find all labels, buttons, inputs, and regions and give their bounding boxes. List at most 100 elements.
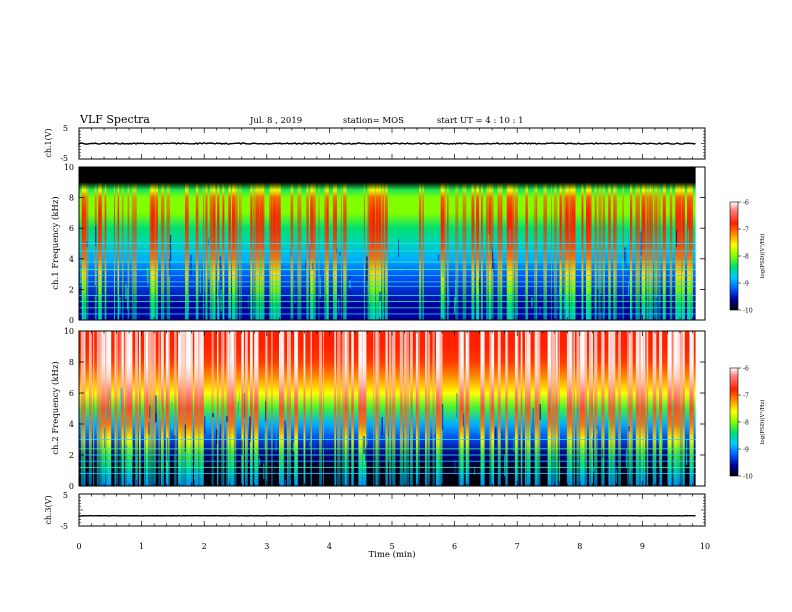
spectrogram-speckle [80, 269, 82, 284]
x-tick-label: 1 [139, 542, 144, 551]
spectrogram-speckle [404, 455, 406, 460]
spectrogram-burst [181, 331, 186, 486]
x-tick-label: 0 [76, 542, 81, 551]
spectrogram-burst [145, 331, 147, 486]
spectrogram-burst [160, 331, 164, 486]
spectrogram-burst [341, 331, 345, 486]
spectrogram-speckle [314, 442, 315, 457]
spectrogram-speckle [372, 434, 374, 447]
spectrogram-speckle [305, 260, 307, 270]
spectrogram-burst [404, 331, 407, 486]
spectrogram-speckle [685, 438, 688, 466]
spectrogram-burst [221, 331, 223, 486]
spectrogram-speckle [95, 225, 97, 246]
colorbar-tick-label: -7 [743, 227, 749, 234]
spectrogram-burst [280, 331, 285, 486]
spectrogram-burst [583, 331, 587, 486]
spectrogram-speckle [160, 401, 163, 420]
spectrogram-burst [573, 331, 575, 486]
spectrogram-speckle [437, 224, 439, 247]
spectrogram-burst [641, 331, 646, 486]
spectrogram-burst [489, 331, 491, 486]
date-label: Jul. 8 , 2019 [249, 116, 302, 126]
spectrogram-speckle [294, 278, 296, 304]
spectrogram-burst [652, 331, 657, 486]
spectrogram-speckle [91, 252, 93, 275]
spectrogram-speckle [204, 415, 206, 435]
spectrogram-speckle [455, 279, 457, 304]
spectrogram-speckle [674, 229, 676, 247]
spectrogram-burst [436, 331, 440, 486]
spectrogram-burst [555, 331, 558, 486]
x-tick-label: 4 [327, 542, 332, 551]
ch2-spectrogram-ylabel-text: ch.2 Frequency (kHz) [50, 361, 61, 454]
spectrogram-burst [526, 331, 529, 486]
spectrogram-burst [174, 331, 177, 486]
spectrogram-burst [415, 331, 418, 486]
spectrogram-speckle [226, 416, 228, 422]
colorbar-2: -6 -7 -8 -9 -10 log(PSD)(V²/Hz) [729, 366, 766, 481]
spectrogram-burst [121, 331, 124, 486]
spectrogram-speckle [455, 286, 457, 290]
y-tick-label: 6 [69, 224, 74, 233]
spectrogram-burst [222, 331, 225, 486]
spectrogram-speckle [559, 284, 561, 296]
start-ut-label: start UT = 4 : 10 : 1 [437, 116, 524, 126]
spectrogram-speckle [584, 443, 586, 447]
spectrogram-burst [166, 331, 169, 486]
spectrogram-speckle [532, 407, 534, 428]
spectrogram-burst [351, 331, 354, 486]
spectrogram-speckle [558, 461, 561, 481]
colorbar-1: -6 -7 -8 -9 -10 log(PSD)(V²/Hz) [729, 200, 766, 315]
spectrogram-burst [199, 331, 204, 486]
spectrogram-burst [194, 331, 197, 486]
spectrogram-speckle [263, 463, 265, 479]
spectrogram-burst [627, 331, 631, 486]
spectrogram-burst [534, 331, 538, 486]
spectrogram-speckle [487, 234, 490, 255]
colorbar-tick-label: -9 [743, 281, 749, 288]
spectrogram-speckle [628, 230, 630, 252]
spectrogram-speckle [523, 289, 526, 295]
spectrogram-speckle [539, 306, 541, 316]
spectrogram-burst [535, 331, 540, 486]
spectrogram-speckle [309, 244, 311, 260]
spectrogram-speckle [338, 298, 340, 314]
spectrogram-burst [680, 331, 685, 486]
spectrogram-speckle [607, 457, 609, 474]
spectrogram-speckle [323, 438, 325, 450]
spectrogram-burst [646, 331, 649, 486]
spectrogram-speckle [490, 243, 493, 252]
spectrogram-speckle [136, 456, 138, 480]
spectrogram-burst [119, 331, 121, 486]
spectrogram-burst [114, 331, 119, 486]
spectrogram-burst [619, 331, 621, 486]
spectrogram-speckle [364, 425, 366, 429]
spectrogram-speckle [290, 249, 292, 256]
spectrogram-burst [375, 331, 377, 486]
spectrogram-speckle [624, 247, 626, 264]
spectrogram-burst [638, 331, 643, 486]
spectrogram-speckle [116, 251, 118, 271]
spectrogram-burst [196, 331, 199, 486]
spectrogram-speckle [265, 400, 267, 427]
spectrogram-burst [480, 331, 484, 486]
spectrogram-speckle [614, 455, 616, 472]
colorbar-tick-label: -10 [743, 308, 753, 315]
spectrogram-burst [287, 331, 291, 486]
spectrogram-speckle [125, 445, 128, 448]
colorbar-tick-label: -9 [743, 447, 749, 454]
colorbar-scale [729, 367, 739, 477]
spectrogram-speckle [692, 252, 694, 262]
spectrogram-speckle [625, 246, 627, 268]
spectrogram-burst [139, 331, 141, 486]
spectrogram-speckle [406, 268, 408, 281]
spectrogram-burst [618, 331, 620, 486]
x-tick-label: 6 [452, 542, 457, 551]
spectrogram-speckle [494, 427, 497, 444]
y-tick-label: 4 [69, 255, 74, 264]
spectrogram-burst [345, 331, 347, 486]
colorbar-tick-label: -10 [743, 474, 753, 481]
spectrogram-burst [602, 331, 605, 486]
spectrogram-speckle [513, 435, 515, 452]
